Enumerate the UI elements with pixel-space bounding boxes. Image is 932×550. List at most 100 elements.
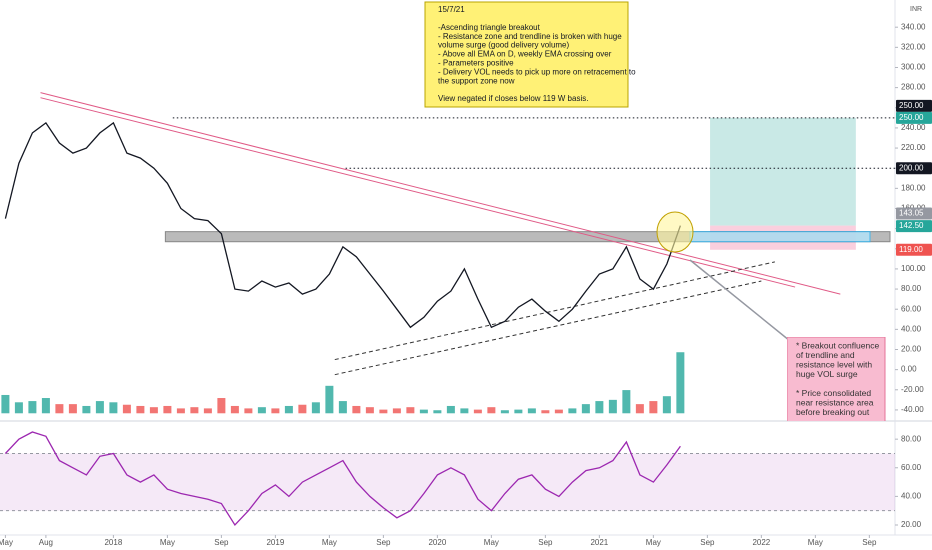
volume-bar	[581, 404, 590, 414]
rsi-band	[0, 453, 895, 511]
price-label: 142.50	[899, 221, 924, 230]
volume-bar	[257, 407, 266, 414]
rsi-tick-label: 40.00	[901, 491, 922, 500]
volume-bar	[500, 410, 509, 414]
callout-line: of trendline and	[796, 350, 855, 360]
volume-bar	[392, 408, 401, 414]
volume-bar	[460, 408, 469, 414]
volume-bar	[122, 404, 131, 414]
volume-bar	[446, 405, 455, 414]
price-label: 200.00	[899, 163, 924, 172]
volume-bar	[649, 401, 658, 414]
volume-bar	[622, 390, 631, 414]
price-label-box	[896, 243, 932, 256]
x-tick-label: May	[0, 538, 13, 547]
price-label: 143.05	[899, 209, 924, 218]
x-tick-label: May	[808, 538, 823, 547]
volume-bar	[68, 404, 77, 414]
x-tick-label: May	[484, 538, 499, 547]
rsi-tick-label: 60.00	[901, 463, 922, 472]
volume-bar	[635, 404, 644, 414]
y-tick-label: 240.00	[901, 123, 926, 132]
note-line: volume surge (good delivery volume)	[438, 41, 570, 50]
volume-bar	[487, 407, 496, 414]
y-tick-label: 340.00	[901, 22, 926, 31]
note-line: 15/7/21	[438, 5, 465, 14]
note-line: the support zone now	[438, 76, 515, 85]
volume-bar	[419, 409, 428, 414]
price-label: 250.00	[899, 101, 924, 110]
price-label: 250.00	[899, 113, 924, 122]
y-tick-label: 180.00	[901, 183, 926, 192]
y-tick-label: 220.00	[901, 143, 926, 152]
volume-bar	[527, 408, 536, 414]
y-tick-label: 320.00	[901, 42, 926, 51]
note-line: - Parameters positive	[438, 59, 514, 68]
breakout-marker	[656, 211, 694, 253]
y-tick-label: 20.00	[901, 345, 922, 354]
note-line: - Resistance zone and trendline is broke…	[438, 32, 622, 41]
x-tick-label: 2022	[752, 538, 770, 547]
target-zone	[710, 117, 856, 226]
price-label-box	[896, 111, 932, 124]
y-tick-label: 40.00	[901, 324, 922, 333]
callout-box	[787, 337, 886, 421]
x-tick-label: May	[646, 538, 661, 547]
volume-bar	[203, 408, 212, 414]
x-tick-label: Sep	[862, 538, 877, 547]
volume-bar	[433, 410, 442, 414]
volume-bar	[298, 404, 307, 414]
callout-line: huge VOL surge	[796, 369, 858, 379]
volume-bar	[473, 409, 482, 414]
callout-line: before breaking out	[796, 407, 870, 417]
x-tick-label: Sep	[538, 538, 553, 547]
y-tick-label: -20.00	[901, 385, 924, 394]
callout-line: * Price consolidated	[796, 388, 871, 398]
volume-bar	[311, 402, 320, 414]
trendline	[40, 92, 841, 295]
x-tick-label: Sep	[214, 538, 229, 547]
volume-bar	[406, 407, 415, 414]
currency-label: INR	[910, 6, 922, 13]
volume-bar	[514, 409, 523, 414]
trendline	[334, 280, 762, 376]
note-line: View negated if closes below 119 W basis…	[438, 94, 588, 103]
volume-bar	[541, 410, 550, 414]
note-line: - Above all EMA on D, weekly EMA crossin…	[438, 50, 612, 59]
volume-bar	[676, 352, 685, 414]
x-tick-label: 2019	[266, 538, 284, 547]
callout-line: resistance level with	[796, 359, 872, 369]
volume-bar	[176, 408, 185, 414]
rsi-tick-label: 20.00	[901, 520, 922, 529]
volume-bar	[136, 405, 145, 414]
y-tick-label: 300.00	[901, 63, 926, 72]
volume-bar	[244, 408, 253, 414]
x-tick-label: Aug	[39, 538, 53, 547]
volume-bar	[95, 401, 104, 414]
price-label: 119.00	[899, 245, 923, 254]
resistance-zone	[164, 231, 891, 243]
y-tick-label: 60.00	[901, 304, 922, 313]
note-line: -Ascending triangle breakout	[438, 23, 541, 32]
note-box	[424, 1, 629, 108]
volume-bar	[55, 404, 64, 414]
volume-bar	[284, 405, 293, 414]
x-tick-label: Sep	[376, 538, 391, 547]
price-label-box	[896, 162, 932, 175]
breakout-band	[689, 231, 871, 243]
volume-bar	[109, 402, 118, 414]
y-tick-label: 80.00	[901, 284, 922, 293]
volume-bar	[608, 399, 617, 414]
volume-bar	[14, 402, 23, 414]
volume-bar	[554, 409, 563, 414]
callout-line: * Breakout confluence	[796, 340, 879, 350]
x-tick-label: Sep	[700, 538, 715, 547]
volume-bar	[149, 407, 158, 414]
price-label-box	[896, 207, 932, 220]
x-tick-label: 2018	[104, 538, 122, 547]
price-line	[4, 121, 682, 329]
y-tick-label: 280.00	[901, 83, 926, 92]
x-tick-label: May	[322, 538, 337, 547]
